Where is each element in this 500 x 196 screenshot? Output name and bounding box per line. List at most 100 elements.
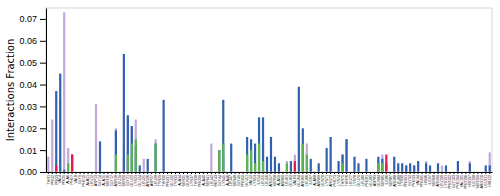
bar [131,126,133,172]
y-tick-mark [40,63,46,64]
x-tick-mark [183,172,184,174]
y-tick: 0.06 [19,36,46,46]
bar [155,144,157,172]
bar [139,165,141,172]
bar [413,165,415,172]
bar [222,144,224,172]
bar [286,163,288,172]
bar [417,161,419,172]
x-tick-mark [314,172,315,174]
bar [115,130,117,172]
bar [397,163,399,172]
y-axis: 0.000.010.020.030.040.050.060.07 [19,9,46,178]
x-tick-mark [139,172,140,174]
bar [330,137,332,172]
x-tick-mark [263,172,264,174]
y-tick-mark [40,128,46,129]
bar [131,144,133,172]
x-tick-mark [362,172,363,174]
bar [469,163,471,172]
bar [99,141,101,172]
bar [381,163,383,172]
bar [262,117,264,172]
bar [246,137,248,172]
x-tick-mark [461,172,462,174]
x-tick-mark [477,172,478,174]
bar [51,120,53,172]
x-tick-mark [96,172,97,174]
x-tick-mark [426,172,427,174]
x-tick-mark [414,172,415,174]
x-tick-mark [334,172,335,174]
bar [409,163,411,172]
bar [115,155,117,172]
x-tick-mark [131,172,132,174]
x-tick-mark [374,172,375,174]
x-tick-mark [227,172,228,174]
x-tick-mark [247,172,248,174]
x-tick-mark [465,172,466,174]
x-tick: HIS112 [488,172,492,187]
x-tick-mark [449,172,450,174]
bar [67,148,69,172]
x-tick-mark [171,172,172,174]
x-tick-mark [390,172,391,174]
bar [258,144,260,172]
y-tick-mark [40,85,46,86]
x-tick-mark [330,172,331,174]
bar [393,157,395,172]
bar [385,155,387,172]
x-tick-mark [298,172,299,174]
bar [254,163,256,172]
bar [270,137,272,172]
x-tick-mark [418,172,419,174]
x-tick-mark [111,172,112,174]
plot-frame [46,8,492,172]
bar [147,159,149,172]
bar [357,163,359,172]
y-axis-line [46,9,47,173]
y-tick-label: 0.07 [19,14,37,24]
x-tick-mark [235,172,236,174]
x-tick-mark [402,172,403,174]
bar [258,117,260,172]
y-tick: 0.00 [19,167,46,177]
x-tick-mark [302,172,303,174]
bar-series [55,155,387,172]
x-tick-mark [445,172,446,174]
bar [274,157,276,172]
x-tick-mark [489,172,490,174]
bar-series [67,139,383,172]
bar [437,163,439,172]
x-tick-mark [143,172,144,174]
bar [377,157,379,172]
x-tick-mark [191,172,192,174]
x-tick-mark [354,172,355,174]
bar [47,157,49,172]
x-tick-mark [469,172,470,174]
bar [485,165,487,172]
x-tick-mark [203,172,204,174]
bar [59,74,61,172]
y-tick-mark [40,106,46,107]
x-tick-mark [434,172,435,174]
x-tick-mark [430,172,431,174]
x-tick-mark [223,172,224,174]
x-tick-mark [147,172,148,174]
bar [55,165,57,172]
bar [405,165,407,172]
x-tick-mark [88,172,89,174]
bar [250,139,252,172]
x-tick-mark [322,172,323,174]
bar [469,161,471,172]
x-tick-mark [358,172,359,174]
y-tick-mark [40,172,46,173]
x-tick-mark [406,172,407,174]
bar [326,148,328,172]
x-tick-mark [342,172,343,174]
x-tick-mark [115,172,116,174]
bar [131,126,133,172]
x-tick-mark [167,172,168,174]
x-tick-mark [151,172,152,174]
bar [381,159,383,172]
